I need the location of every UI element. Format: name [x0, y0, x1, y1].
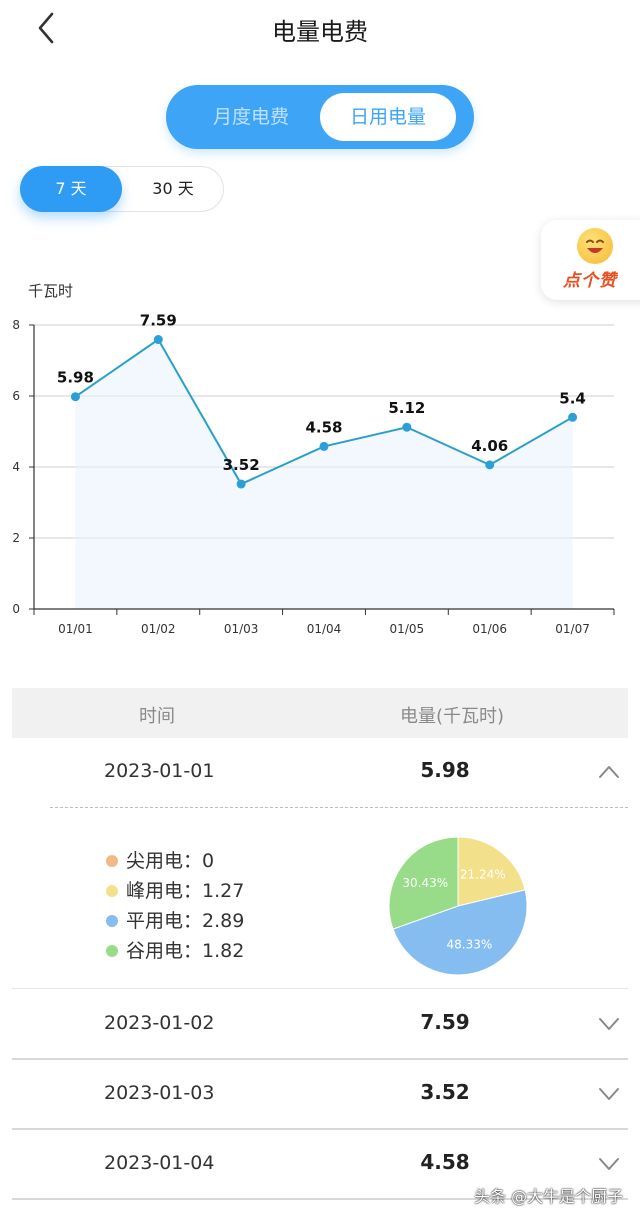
row-date: 2023-01-03 [104, 1082, 215, 1104]
chevron-down-icon[interactable] [598, 1086, 620, 1102]
y-tick-label: 8 [12, 318, 20, 332]
breakdown-value: 1.82 [202, 940, 245, 962]
range-7-days-button[interactable]: 7 天 [20, 166, 122, 212]
area-fill [75, 339, 573, 609]
daily-power-line-chart: 0 2 4 6 8 5.98 01/01 7.59 01/02 3.52 01/03 4.58 01/0… [12, 312, 615, 636]
x-tick-label: 01/03 [224, 622, 259, 636]
y-tick-label: 6 [12, 389, 20, 403]
data-label: 3.52 [223, 456, 260, 474]
pie-slice-label: 21.24% [460, 868, 506, 882]
data-label: 4.06 [471, 437, 508, 455]
watermark-text: 头条 @大牛是个厨子 [474, 1187, 624, 1206]
table-row[interactable]: 2023-01-02 7.59 [12, 990, 628, 1060]
data-point [402, 422, 412, 432]
x-tick-label: 01/07 [555, 622, 590, 636]
column-header-time: 时间 [139, 706, 175, 727]
header-bar: 电量电费 [0, 0, 640, 60]
legend-dot [106, 945, 118, 957]
breakdown-label: 尖用电： [126, 850, 203, 872]
pie-slice-label: 48.33% [447, 937, 493, 951]
data-label: 5.4 [559, 389, 586, 407]
x-tick-label: 01/06 [472, 622, 507, 636]
data-label: 7.59 [140, 312, 177, 330]
data-label: 4.58 [305, 418, 342, 436]
table-row[interactable]: 2023-01-01 5.98 [12, 738, 628, 808]
chart-y-axis-label: 千瓦时 [28, 282, 74, 300]
x-tick-label: 01/02 [141, 622, 176, 636]
breakdown-value: 2.89 [202, 910, 245, 932]
breakdown-item-peak-sharp: 尖用电：0 [106, 846, 346, 876]
breakdown-item-flat: 平用电：2.89 [106, 906, 346, 936]
like-label: 点个赞 [563, 271, 617, 291]
data-point [236, 479, 246, 489]
pie-slice-label: 30.43% [402, 876, 448, 890]
chevron-down-icon[interactable] [598, 1156, 620, 1172]
row-divider [12, 1128, 628, 1130]
row-value: 5.98 [420, 758, 470, 782]
data-point [70, 392, 80, 402]
breakdown-value: 1.27 [202, 880, 245, 902]
usage-breakdown-list: 尖用电：0 峰用电：1.27 平用电：2.89 谷用电：1.82 [106, 846, 346, 966]
y-tick-label: 0 [12, 602, 20, 616]
y-tick-label: 4 [12, 460, 20, 474]
row-value: 7.59 [420, 1010, 470, 1034]
data-point [319, 441, 329, 451]
data-label: 5.12 [388, 399, 425, 417]
breakdown-label: 平用电： [126, 910, 203, 932]
usage-pie-chart: 21.24% 48.33% 30.43% [388, 836, 528, 976]
table-row[interactable]: 2023-01-03 3.52 [12, 1060, 628, 1130]
row-date: 2023-01-02 [104, 1012, 215, 1034]
row-detail-divider [50, 807, 628, 808]
data-point [568, 412, 578, 422]
x-tick-label: 01/04 [307, 622, 342, 636]
row-value: 3.52 [420, 1080, 470, 1104]
breakdown-item-valley: 谷用电：1.82 [106, 936, 346, 966]
data-label: 5.98 [57, 369, 94, 387]
table-header: 时间 电量(千瓦时) [12, 688, 628, 738]
x-tick-label: 01/05 [390, 622, 425, 636]
chevron-up-icon[interactable] [598, 764, 620, 780]
pie-slice [388, 836, 459, 930]
tab-daily-power[interactable]: 日用电量 [320, 93, 456, 141]
range-selector: 7 天 30 天 [20, 166, 224, 212]
legend-dot [106, 915, 118, 927]
chevron-down-icon[interactable] [598, 1016, 620, 1032]
view-segment-control: 月度电费 日用电量 [166, 85, 474, 149]
chevron-left-icon [38, 12, 54, 44]
legend-dot [106, 885, 118, 897]
row-date: 2023-01-04 [104, 1152, 215, 1174]
breakdown-item-peak: 峰用电：1.27 [106, 876, 346, 906]
row-date: 2023-01-01 [104, 760, 215, 782]
range-30-days-button[interactable]: 30 天 [152, 179, 194, 198]
table-row[interactable]: 2023-01-04 4.58 [12, 1130, 628, 1200]
pie-slice [392, 889, 528, 976]
row-divider [12, 1058, 628, 1060]
breakdown-label: 谷用电： [126, 940, 203, 962]
breakdown-value: 0 [202, 850, 215, 872]
page-title: 电量电费 [272, 18, 368, 46]
breakdown-label: 峰用电： [126, 880, 203, 902]
back-button[interactable] [28, 8, 68, 48]
row-divider [12, 988, 628, 989]
y-tick-label: 2 [12, 531, 20, 545]
column-header-power: 电量(千瓦时) [399, 706, 505, 727]
data-point [153, 335, 163, 345]
pie-slice [457, 836, 526, 907]
like-button[interactable]: 点个赞 [541, 220, 640, 300]
x-tick-label: 01/01 [58, 622, 93, 636]
row-divider [12, 1198, 628, 1200]
row-value: 4.58 [420, 1150, 470, 1174]
data-point [485, 460, 495, 470]
legend-dot [106, 855, 118, 867]
tab-monthly-fee[interactable]: 月度电费 [212, 106, 289, 128]
smiley-face-icon [577, 228, 613, 264]
